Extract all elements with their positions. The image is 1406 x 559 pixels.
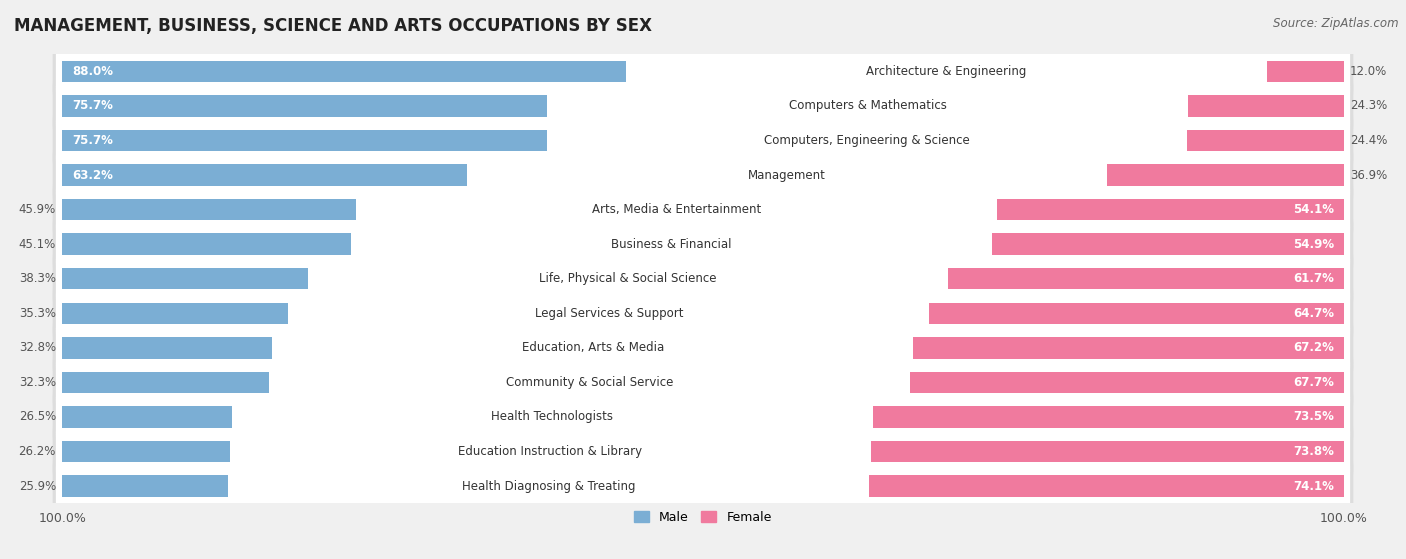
Text: 63.2%: 63.2%	[72, 169, 112, 182]
Text: 75.7%: 75.7%	[72, 100, 112, 112]
Text: Education Instruction & Library: Education Instruction & Library	[458, 445, 643, 458]
Bar	[993, 234, 1344, 255]
Bar	[62, 234, 352, 255]
Text: Business & Financial: Business & Financial	[612, 238, 733, 250]
Bar	[929, 302, 1344, 324]
FancyBboxPatch shape	[56, 211, 1350, 277]
Text: 45.9%: 45.9%	[18, 203, 56, 216]
Legend: Male, Female: Male, Female	[630, 505, 776, 529]
Text: 12.0%: 12.0%	[1350, 65, 1388, 78]
Text: 25.9%: 25.9%	[18, 480, 56, 492]
Text: 73.5%: 73.5%	[1294, 410, 1334, 424]
FancyBboxPatch shape	[52, 211, 1354, 277]
FancyBboxPatch shape	[52, 176, 1354, 243]
Text: Computers & Mathematics: Computers & Mathematics	[789, 100, 946, 112]
Bar	[62, 199, 356, 220]
Text: 32.3%: 32.3%	[18, 376, 56, 389]
Bar	[62, 337, 273, 358]
Bar	[62, 268, 308, 290]
FancyBboxPatch shape	[52, 349, 1354, 415]
Text: Life, Physical & Social Science: Life, Physical & Social Science	[540, 272, 717, 285]
FancyBboxPatch shape	[52, 107, 1354, 174]
Bar	[1188, 130, 1344, 151]
Text: Health Diagnosing & Treating: Health Diagnosing & Treating	[461, 480, 636, 492]
Text: 26.5%: 26.5%	[18, 410, 56, 424]
FancyBboxPatch shape	[52, 38, 1354, 105]
Text: 74.1%: 74.1%	[1294, 480, 1334, 492]
Bar	[62, 130, 547, 151]
Bar	[912, 337, 1344, 358]
Bar	[62, 95, 547, 117]
Text: 88.0%: 88.0%	[72, 65, 112, 78]
Text: 64.7%: 64.7%	[1294, 307, 1334, 320]
FancyBboxPatch shape	[56, 453, 1350, 519]
FancyBboxPatch shape	[56, 349, 1350, 415]
Bar	[1108, 164, 1344, 186]
Text: Management: Management	[748, 169, 827, 182]
FancyBboxPatch shape	[52, 73, 1354, 139]
Bar	[949, 268, 1344, 290]
Text: Architecture & Engineering: Architecture & Engineering	[866, 65, 1026, 78]
Text: 38.3%: 38.3%	[18, 272, 56, 285]
Text: 67.7%: 67.7%	[1294, 376, 1334, 389]
Text: Arts, Media & Entertainment: Arts, Media & Entertainment	[592, 203, 762, 216]
Text: Education, Arts & Media: Education, Arts & Media	[522, 342, 664, 354]
Bar	[910, 372, 1344, 393]
Bar	[870, 441, 1344, 462]
Text: Community & Social Service: Community & Social Service	[506, 376, 673, 389]
FancyBboxPatch shape	[52, 453, 1354, 519]
Text: 61.7%: 61.7%	[1294, 272, 1334, 285]
Text: 35.3%: 35.3%	[18, 307, 56, 320]
Text: 54.1%: 54.1%	[1294, 203, 1334, 216]
FancyBboxPatch shape	[56, 419, 1350, 484]
Text: 75.7%: 75.7%	[72, 134, 112, 147]
Text: 45.1%: 45.1%	[18, 238, 56, 250]
Bar	[62, 164, 467, 186]
Bar	[62, 441, 231, 462]
FancyBboxPatch shape	[56, 281, 1350, 346]
Text: 73.8%: 73.8%	[1294, 445, 1334, 458]
FancyBboxPatch shape	[56, 384, 1350, 450]
Text: Health Technologists: Health Technologists	[492, 410, 613, 424]
Bar	[1267, 61, 1344, 82]
Text: 24.4%: 24.4%	[1350, 134, 1388, 147]
FancyBboxPatch shape	[52, 245, 1354, 312]
FancyBboxPatch shape	[52, 418, 1354, 485]
Text: 32.8%: 32.8%	[18, 342, 56, 354]
FancyBboxPatch shape	[52, 141, 1354, 209]
Bar	[62, 302, 288, 324]
FancyBboxPatch shape	[56, 142, 1350, 208]
FancyBboxPatch shape	[56, 177, 1350, 243]
Bar	[62, 475, 228, 497]
Text: 54.9%: 54.9%	[1294, 238, 1334, 250]
Bar	[62, 406, 232, 428]
Bar	[62, 372, 269, 393]
FancyBboxPatch shape	[52, 383, 1354, 450]
Text: Legal Services & Support: Legal Services & Support	[534, 307, 683, 320]
Text: Source: ZipAtlas.com: Source: ZipAtlas.com	[1274, 17, 1399, 30]
Text: 26.2%: 26.2%	[18, 445, 56, 458]
Bar	[62, 61, 626, 82]
FancyBboxPatch shape	[52, 280, 1354, 347]
FancyBboxPatch shape	[56, 39, 1350, 104]
FancyBboxPatch shape	[56, 246, 1350, 311]
Text: Computers, Engineering & Science: Computers, Engineering & Science	[765, 134, 970, 147]
Text: 36.9%: 36.9%	[1350, 169, 1388, 182]
Text: 24.3%: 24.3%	[1350, 100, 1388, 112]
Text: 67.2%: 67.2%	[1294, 342, 1334, 354]
FancyBboxPatch shape	[56, 73, 1350, 139]
FancyBboxPatch shape	[56, 315, 1350, 381]
FancyBboxPatch shape	[52, 314, 1354, 381]
Bar	[1188, 95, 1344, 117]
Bar	[873, 406, 1344, 428]
Bar	[869, 475, 1344, 497]
Bar	[997, 199, 1344, 220]
Text: MANAGEMENT, BUSINESS, SCIENCE AND ARTS OCCUPATIONS BY SEX: MANAGEMENT, BUSINESS, SCIENCE AND ARTS O…	[14, 17, 652, 35]
FancyBboxPatch shape	[56, 108, 1350, 173]
